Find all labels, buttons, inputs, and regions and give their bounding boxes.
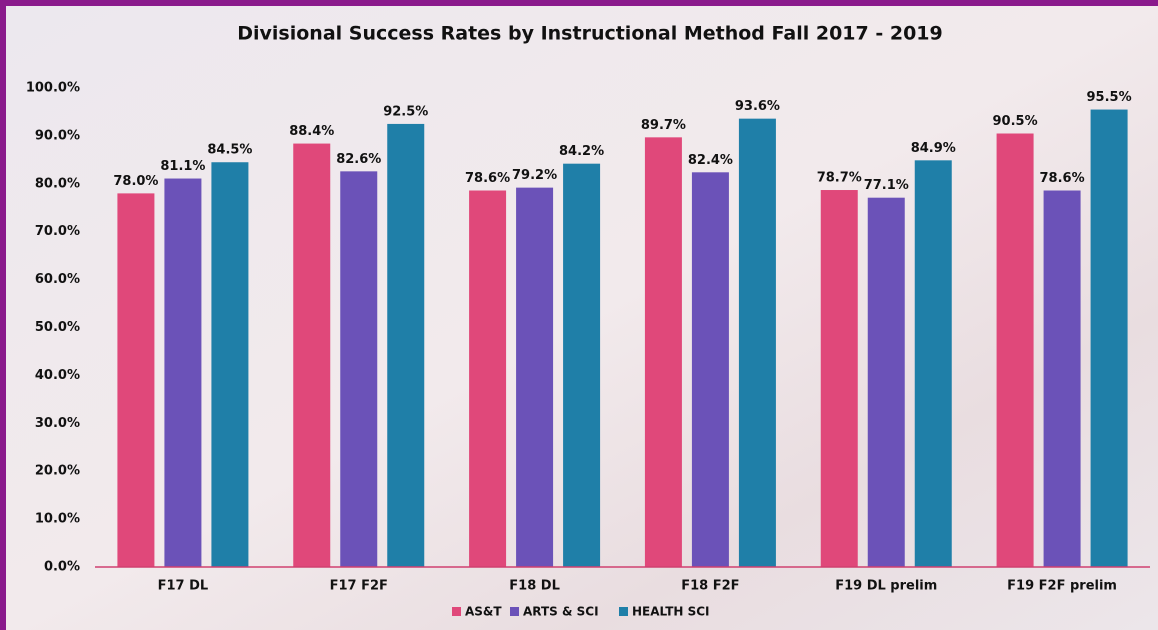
bar [340, 171, 378, 567]
x-tick-label: F17 F2F [330, 579, 388, 594]
value-label: 95.5% [1087, 90, 1132, 105]
value-label: 78.6% [1040, 171, 1085, 186]
bar [469, 190, 507, 568]
bar [1090, 109, 1128, 568]
bar [996, 133, 1034, 567]
bar [293, 143, 331, 567]
y-tick-label: 80.0% [35, 176, 80, 191]
bar [691, 172, 729, 567]
x-tick-label: F19 DL prelim [835, 579, 937, 594]
value-label: 90.5% [993, 114, 1038, 129]
bar [387, 123, 425, 568]
legend-label: ARTS & SCI [523, 605, 599, 619]
bar [164, 178, 202, 567]
x-tick-label: F18 F2F [681, 579, 739, 594]
y-tick-label: 40.0% [35, 368, 80, 383]
legend-label: HEALTH SCI [632, 605, 710, 619]
value-label: 78.0% [113, 174, 158, 189]
bar [644, 137, 682, 567]
legend-swatch [619, 607, 628, 616]
bar [738, 118, 776, 567]
bar [1043, 190, 1081, 568]
bar [563, 163, 601, 567]
x-tick-label: F18 DL [509, 579, 560, 594]
y-tick-label: 20.0% [35, 464, 80, 479]
value-label: 77.1% [864, 178, 909, 193]
value-label: 89.7% [641, 118, 686, 133]
legend-swatch [510, 607, 519, 616]
y-tick-label: 0.0% [44, 560, 80, 575]
bar [820, 190, 858, 568]
legend-swatch [452, 607, 461, 616]
x-tick-label: F19 F2F prelim [1007, 579, 1117, 594]
value-label: 84.2% [559, 144, 604, 159]
value-label: 81.1% [160, 159, 205, 174]
y-tick-label: 50.0% [35, 320, 80, 335]
value-label: 84.5% [207, 143, 252, 158]
y-tick-label: 30.0% [35, 416, 80, 431]
value-label: 88.4% [289, 124, 334, 139]
bar [516, 187, 554, 567]
y-tick-label: 10.0% [35, 512, 80, 527]
value-label: 82.4% [688, 153, 733, 168]
border-top [0, 0, 1158, 6]
x-tick-label: F17 DL [158, 579, 209, 594]
value-label: 93.6% [735, 99, 780, 114]
value-label: 82.6% [336, 152, 381, 167]
value-label: 78.7% [817, 171, 862, 186]
y-tick-label: 90.0% [35, 128, 80, 143]
chart-title: Divisional Success Rates by Instructiona… [237, 23, 942, 45]
bar [117, 193, 155, 567]
value-label: 84.9% [911, 141, 956, 156]
value-label: 92.5% [383, 104, 428, 119]
bar [211, 162, 249, 567]
value-label: 79.2% [512, 168, 557, 183]
value-label: 78.6% [465, 171, 510, 186]
bar [914, 160, 952, 568]
bar [867, 197, 905, 568]
legend-label: AS&T [465, 605, 502, 619]
y-tick-label: 100.0% [26, 81, 80, 96]
y-tick-label: 70.0% [35, 224, 80, 239]
y-tick-label: 60.0% [35, 272, 80, 287]
border-left [0, 0, 6, 630]
